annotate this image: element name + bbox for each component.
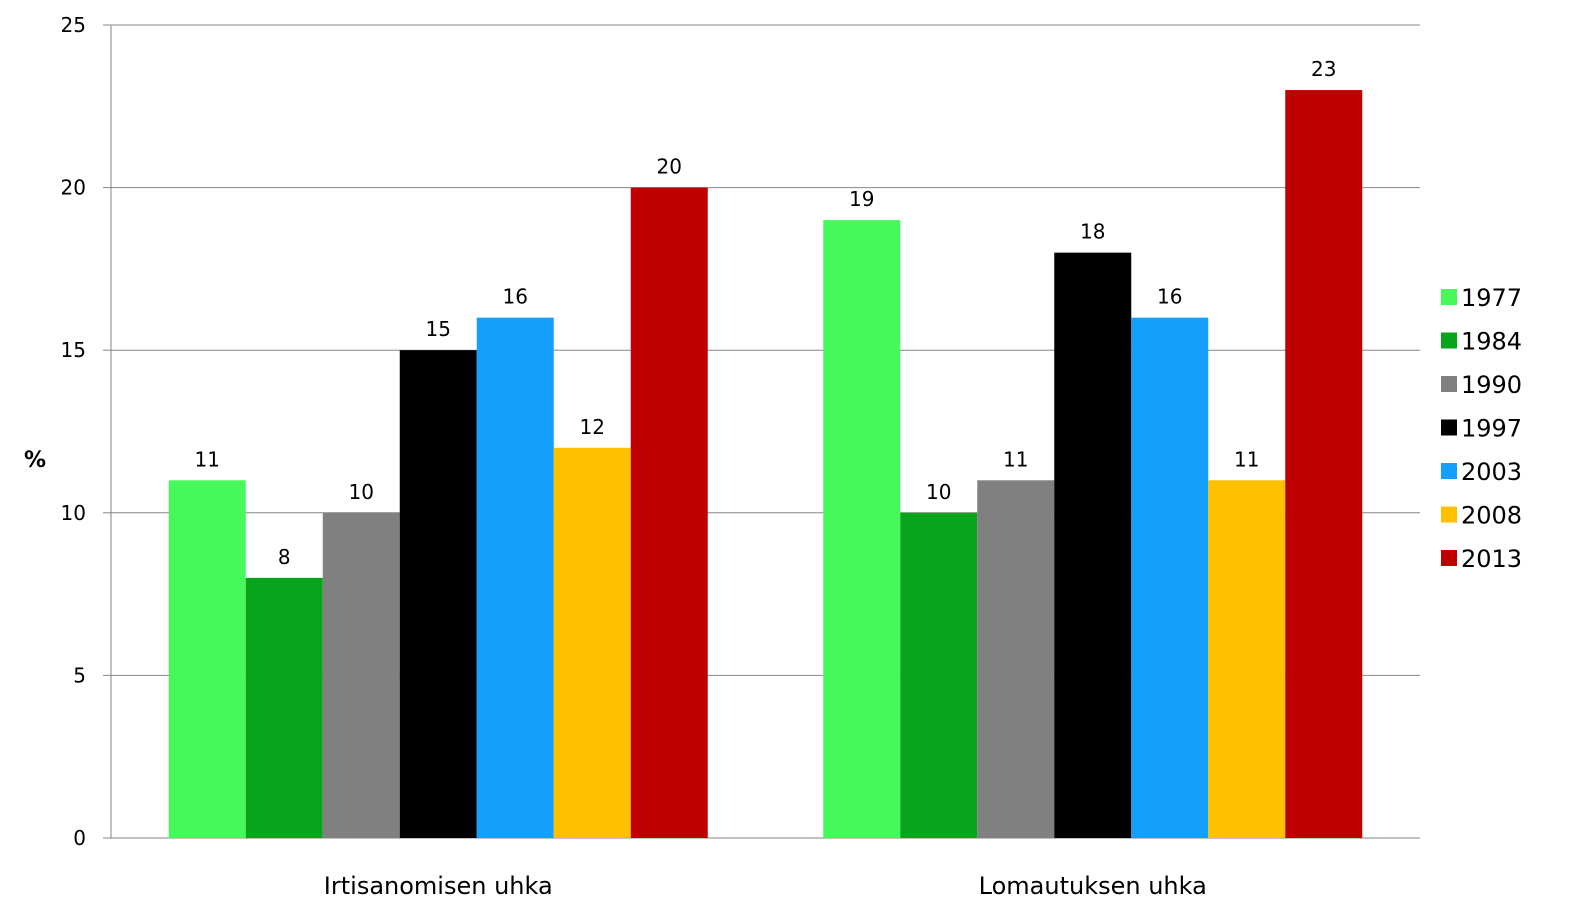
bar [476,317,554,838]
legend: 1977 1984 1990 1997 2003 2008 2013 [1441,284,1522,573]
bar [1208,480,1286,838]
data-label: 18 [1080,220,1105,244]
y-tick-label: 15 [61,338,86,362]
data-label: 11 [195,447,220,471]
data-label: 12 [580,415,605,439]
legend-swatch [1441,550,1457,566]
legend-swatch [1441,463,1457,479]
legend-label: 2008 [1461,502,1522,530]
legend-label: 2013 [1461,545,1522,573]
bar [1285,90,1363,839]
y-tick-label: 10 [61,501,86,525]
legend-swatch [1441,332,1457,349]
legend-label: 1990 [1461,371,1522,399]
legend-swatch [1441,506,1457,523]
bars [168,90,1363,839]
bar [1131,317,1209,838]
x-tick-label: Irtisanomisen uhka [324,872,553,900]
data-label: 8 [278,545,291,569]
legend-label: 2003 [1461,458,1522,486]
bar [900,512,978,838]
x-tick-label: Lomautuksen uhka [979,872,1207,900]
data-label: 10 [926,480,951,504]
data-label: 16 [1157,285,1182,309]
legend-label: 1997 [1461,415,1522,443]
data-label: 19 [849,187,874,211]
y-axis-label: % [24,448,46,473]
y-tick-label: 20 [61,176,86,200]
data-label: 16 [503,285,528,309]
data-label: 11 [1003,447,1028,471]
legend-swatch [1441,419,1457,436]
legend-label: 1977 [1461,284,1522,312]
bar [823,220,901,838]
data-labels: 11 8 10 15 16 12 20 19 10 11 18 16 11 23 [195,57,1337,569]
bar [399,350,477,838]
y-tick-label: 0 [73,826,86,850]
bar [553,447,631,838]
data-label: 23 [1311,57,1336,81]
legend-label: 1984 [1461,328,1522,356]
data-label: 20 [657,155,682,179]
bar [1054,252,1132,838]
y-tick-label: 25 [61,13,86,37]
y-tick-label: 5 [73,663,86,687]
bar [245,577,323,838]
legend-swatch [1441,289,1457,305]
bar [630,187,708,839]
legend-swatch [1441,376,1457,392]
data-label: 10 [349,480,374,504]
data-label: 15 [426,317,451,341]
bar [322,512,400,838]
data-label: 11 [1234,447,1259,471]
bar [977,480,1055,838]
bar [168,480,246,838]
axes: 0 5 10 15 20 25 Irtisanomisen uhka Lomautuksen … [61,13,1420,900]
